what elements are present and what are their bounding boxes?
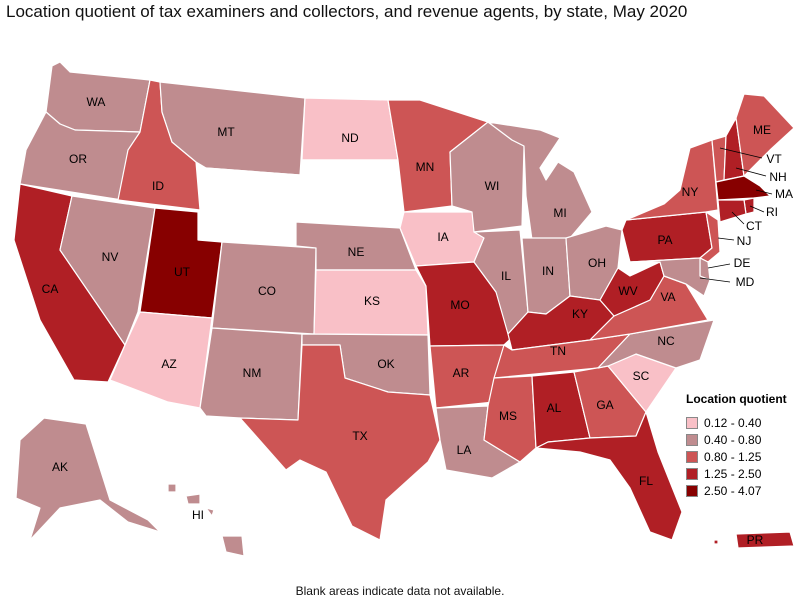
state-fl[interactable] bbox=[535, 411, 683, 541]
label-ia: IA bbox=[437, 230, 448, 244]
legend-item: 0.80 - 1.25 bbox=[686, 448, 787, 465]
state-md[interactable] bbox=[629, 257, 711, 297]
state-il[interactable] bbox=[473, 229, 529, 335]
state-ks[interactable] bbox=[313, 269, 429, 336]
label-ks: KS bbox=[364, 294, 380, 308]
label-fl: FL bbox=[639, 474, 653, 488]
legend-swatch bbox=[686, 416, 698, 429]
state-nd[interactable] bbox=[301, 97, 399, 161]
legend-title: Location quotient bbox=[686, 392, 787, 406]
label-ma: MA bbox=[775, 187, 793, 201]
label-ar: AR bbox=[453, 366, 470, 380]
label-co: CO bbox=[258, 284, 276, 298]
label-oh: OH bbox=[588, 256, 606, 270]
label-ut: UT bbox=[174, 265, 191, 279]
legend-label: 1.25 - 2.50 bbox=[704, 466, 762, 481]
label-ga: GA bbox=[596, 398, 613, 412]
legend-swatch bbox=[686, 484, 698, 497]
state-pr[interactable] bbox=[713, 531, 795, 549]
label-ct: CT bbox=[746, 219, 763, 233]
label-sc: SC bbox=[633, 369, 650, 383]
label-tx: TX bbox=[352, 429, 367, 443]
label-or: OR bbox=[69, 152, 87, 166]
label-ne: NE bbox=[348, 245, 365, 259]
label-ny: NY bbox=[682, 185, 699, 199]
legend: Location quotient 0.12 - 0.40 0.40 - 0.8… bbox=[686, 392, 787, 499]
label-ri: RI bbox=[766, 205, 778, 219]
state-tx[interactable] bbox=[239, 344, 441, 541]
legend-swatch bbox=[686, 433, 698, 446]
state-ak[interactable] bbox=[15, 417, 161, 541]
state-wy[interactable] bbox=[197, 167, 301, 247]
label-pr: PR bbox=[747, 533, 764, 547]
label-la: LA bbox=[457, 443, 472, 457]
label-pa: PA bbox=[657, 233, 672, 247]
label-ms: MS bbox=[499, 409, 517, 423]
legend-item: 2.50 - 4.07 bbox=[686, 482, 787, 499]
label-il: IL bbox=[501, 269, 511, 283]
legend-label: 0.12 - 0.40 bbox=[704, 415, 762, 430]
label-ca: CA bbox=[42, 282, 59, 296]
label-de: DE bbox=[734, 256, 751, 270]
label-hi: HI bbox=[192, 508, 204, 522]
state-ny[interactable] bbox=[625, 139, 719, 221]
label-wv: WV bbox=[618, 284, 637, 298]
label-nh: NH bbox=[769, 170, 786, 184]
legend-item: 1.25 - 2.50 bbox=[686, 465, 787, 482]
state-hi[interactable] bbox=[167, 483, 245, 557]
label-nj: NJ bbox=[737, 234, 752, 248]
label-nm: NM bbox=[243, 366, 262, 380]
label-nv: NV bbox=[102, 250, 119, 264]
label-al: AL bbox=[547, 401, 562, 415]
label-wi: WI bbox=[485, 179, 500, 193]
state-mi[interactable] bbox=[487, 121, 593, 241]
label-mn: MN bbox=[416, 160, 435, 174]
label-me: ME bbox=[753, 123, 771, 137]
label-mt: MT bbox=[217, 125, 235, 139]
label-md: MD bbox=[736, 275, 755, 289]
label-id: ID bbox=[152, 179, 164, 193]
legend-item: 0.12 - 0.40 bbox=[686, 414, 787, 431]
label-nc: NC bbox=[657, 334, 675, 348]
map-title: Location quotient of tax examiners and c… bbox=[6, 2, 688, 21]
state-az[interactable] bbox=[109, 311, 213, 409]
state-labels: WA OR CA NV ID MT UT AZ CO NM ND NE KS O… bbox=[42, 95, 793, 547]
label-ak: AK bbox=[52, 460, 68, 474]
label-ky: KY bbox=[572, 307, 588, 321]
state-ct[interactable] bbox=[717, 199, 747, 223]
label-nd: ND bbox=[341, 131, 359, 145]
label-mi: MI bbox=[553, 206, 566, 220]
label-mo: MO bbox=[450, 298, 469, 312]
legend-label: 0.40 - 0.80 bbox=[704, 432, 762, 447]
label-az: AZ bbox=[161, 357, 176, 371]
legend-label: 0.80 - 1.25 bbox=[704, 449, 762, 464]
label-vt: VT bbox=[766, 152, 782, 166]
state-nv[interactable] bbox=[59, 195, 156, 346]
label-ok: OK bbox=[377, 357, 394, 371]
label-in: IN bbox=[542, 264, 554, 278]
state-sd[interactable] bbox=[295, 159, 405, 229]
label-wa: WA bbox=[87, 95, 106, 109]
data-note: Blank areas indicate data not available. bbox=[295, 584, 505, 598]
legend-swatch bbox=[686, 467, 698, 480]
legend-swatch bbox=[686, 450, 698, 463]
label-tn: TN bbox=[550, 344, 566, 358]
legend-item: 0.40 - 0.80 bbox=[686, 431, 787, 448]
label-va: VA bbox=[660, 290, 675, 304]
legend-label: 2.50 - 4.07 bbox=[704, 483, 762, 498]
